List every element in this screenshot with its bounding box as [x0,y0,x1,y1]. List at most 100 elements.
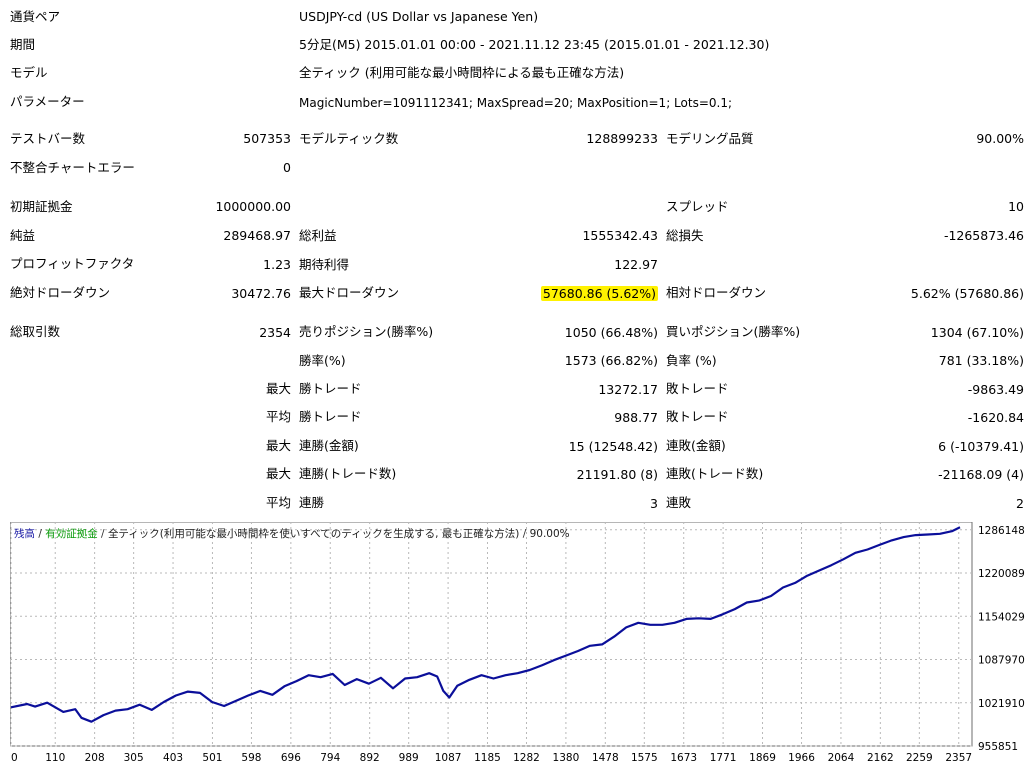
loss-rate-label: 負率 (%) [666,353,717,368]
avg-cons-losses-value: 2 [1016,496,1024,511]
abs-dd-label: 絶対ドローダウン [10,285,111,300]
legend-quality: 90.00% [530,528,570,540]
y-tick-label: 1154029 [978,611,1025,623]
max-cons-losses-money-value: 6 (-10379.41) [938,439,1024,454]
x-tick-label: 1282 [513,752,540,764]
quality-value: 90.00% [976,131,1024,146]
largest-prefix: 最大 [265,381,291,396]
net-profit-label: 純益 [10,228,36,243]
x-tick-label: 2064 [828,752,855,764]
legend-sep-1: / [35,528,45,540]
params-value: MagicNumber=1091112341; MaxSpread=20; Ma… [299,96,733,110]
x-tick-label: 1087 [435,752,462,764]
y-tick-label: 955851 [978,741,1018,753]
max-cons-wins-money-label: 連勝(金額) [299,438,359,453]
y-tick-label: 1021910 [978,698,1025,710]
x-tick-label: 1185 [474,752,501,764]
y-tick-label: 1286148 [978,525,1025,537]
x-tick-label: 0 [11,752,18,764]
x-axis-ticks: 0 110 208 305 403 501 598 696 794 892 989 1087 1185 1… [11,752,972,764]
expected-payoff-value: 122.97 [614,257,658,272]
x-tick-label: 1380 [553,752,580,764]
long-pos-label: 買いポジション(勝率%) [666,324,801,339]
win-rate-value: 1573 (66.82%) [564,353,658,368]
gross-loss-value: -1265873.46 [943,228,1024,243]
x-tick-label: 989 [399,752,419,764]
mismatch-value: 0 [283,160,291,175]
chart-legend: 残高 / 有効証拠金 / 全ティック(利用可能な最小時間枠を使いすべてのティック… [14,527,570,540]
y-tick-label: 1087970 [978,655,1025,667]
ticks-value: 128899233 [586,131,658,146]
largest-loss-value: -9863.49 [967,382,1024,397]
x-tick-label: 1869 [749,752,776,764]
x-tick-label: 1771 [710,752,737,764]
x-tick-label: 1673 [670,752,697,764]
balance-line [10,526,961,723]
bars-value: 507353 [243,131,291,146]
x-tick-label: 1966 [788,752,815,764]
params-label: パラメーター [10,94,85,109]
spread-label: スプレッド [666,199,729,214]
bars-label: テストバー数 [10,131,86,146]
mismatch-label: 不整合チャートエラー [10,160,135,175]
x-tick-label: 403 [163,752,183,764]
avg-loss-value: -1620.84 [967,410,1024,425]
largest-profit-label: 勝トレード [299,381,362,396]
x-tick-label: 2259 [906,752,933,764]
chart-grid [10,522,972,747]
short-pos-label: 売りポジション(勝率%) [299,324,434,339]
x-tick-label: 794 [320,752,340,764]
legend-balance: 残高 [14,527,35,540]
abs-dd-value: 30472.76 [231,286,291,301]
x-tick-label: 2162 [867,752,894,764]
y-axis-ticks: 955851 1021910 1087970 1154029 1220089 128614… [978,525,1025,753]
max-cons-profit-count-label: 連勝(トレード数) [299,466,397,481]
deposit-label: 初期証拠金 [10,199,73,214]
max-cons-prefix: 最大 [265,438,291,453]
x-tick-label: 305 [124,752,144,764]
max-cons-count-prefix: 最大 [265,466,291,481]
x-tick-label: 208 [85,752,105,764]
gross-loss-label: 総損失 [666,228,704,243]
expected-payoff-label: 期待利得 [299,257,350,272]
y-tick-label: 1220089 [978,568,1025,580]
avg-loss-label: 敗トレード [666,409,729,424]
spread-value: 10 [1008,199,1024,214]
x-tick-label: 501 [202,752,222,764]
max-cons-wins-money-value: 15 (12548.42) [568,439,658,454]
loss-rate-value: 781 (33.18%) [938,353,1024,368]
x-tick-label: 1575 [631,752,658,764]
max-cons-loss-count-value: -21168.09 (4) [938,467,1024,482]
legend-equity: 有効証拠金 [45,527,98,540]
plot-area [10,522,973,747]
legend-model: 全ティック(利用可能な最小時間枠を使いすべてのティックを生成する, 最も正確な方… [108,527,519,540]
rel-dd-label: 相対ドローダウン [666,285,767,300]
gross-profit-value: 1555342.43 [582,228,658,243]
total-trades-label: 総取引数 [10,324,61,339]
quality-label: モデリング品質 [666,131,754,146]
max-dd-label: 最大ドローダウン [299,285,400,300]
pair-label: 通貨ペア [10,9,61,24]
total-trades-value: 2354 [259,325,291,340]
x-tick-label: 1478 [592,752,619,764]
ticks-label: モデルティック数 [299,131,399,146]
avg-prefix: 平均 [265,409,291,424]
max-dd-value-wrap: 57680.86 (5.62%) [500,286,658,302]
avg-cons-wins-value: 3 [650,496,658,511]
model-value: 全ティック (利用可能な最小時間枠による最も正確な方法) [299,65,625,80]
avg-cons-losses-label: 連敗 [666,495,692,510]
avg-cons-wins-label: 連勝 [299,495,325,510]
long-pos-value: 1304 (67.10%) [930,325,1024,340]
balance-chart: 残高 / 有効証拠金 / 全ティック(利用可能な最小時間枠を使いすべてのティック… [10,522,1025,764]
pair-value: USDJPY-cd (US Dollar vs Japanese Yen) [299,9,539,24]
largest-loss-label: 敗トレード [666,381,729,396]
legend-sep-2: / [98,528,108,540]
deposit-value: 1000000.00 [215,199,291,214]
short-pos-value: 1050 (66.48%) [564,325,658,340]
profit-factor-value: 1.23 [263,257,291,272]
net-profit-value: 289468.97 [223,228,291,243]
max-cons-loss-count-label: 連敗(トレード数) [666,466,764,481]
x-tick-label: 892 [360,752,380,764]
avg-cons-prefix: 平均 [265,495,291,510]
legend-sep-3: / [519,528,529,540]
